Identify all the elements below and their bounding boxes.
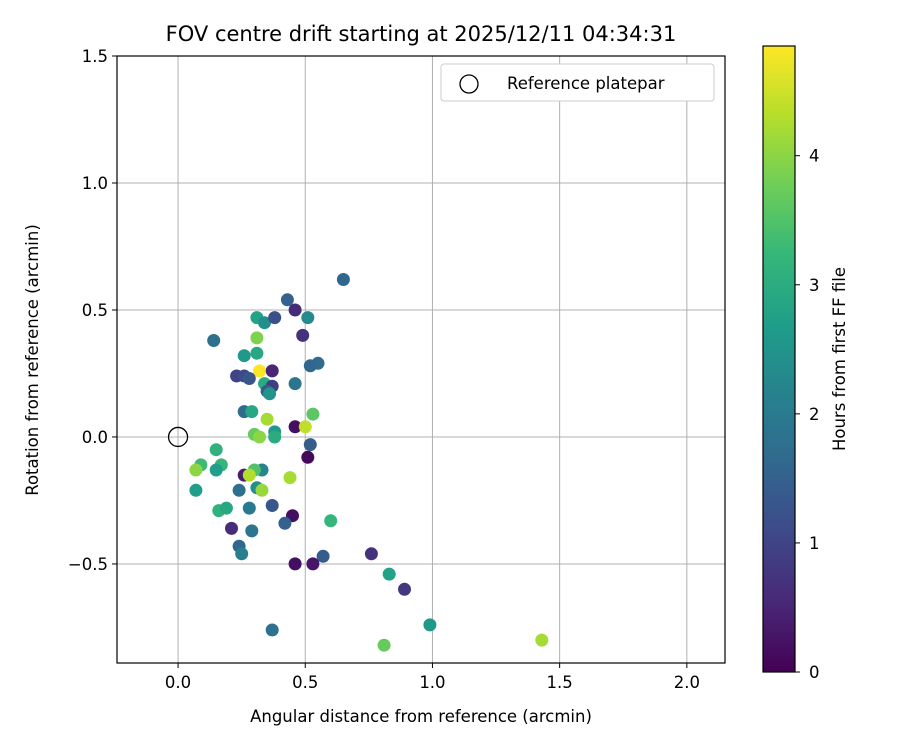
scatter-point bbox=[303, 438, 317, 452]
grid-lines bbox=[117, 55, 725, 663]
scatter-point bbox=[316, 549, 330, 563]
y-tick-label: −0.5 bbox=[68, 555, 108, 574]
x-axis-ticks: 0.0 0.5 1.0 1.5 2.0 bbox=[165, 663, 700, 692]
plot-frame bbox=[116, 55, 726, 664]
colorbar-tick-label: 1 bbox=[809, 534, 820, 553]
y-tick-label: 0.5 bbox=[82, 301, 108, 320]
scatter-point bbox=[253, 430, 266, 444]
y-tick-label: 1.5 bbox=[82, 47, 108, 66]
chart-title: FOV centre drift starting at 2025/12/11 … bbox=[166, 22, 677, 46]
x-tick-label: 0.5 bbox=[292, 673, 318, 692]
scatter-point bbox=[253, 364, 266, 378]
reference-point bbox=[167, 426, 189, 448]
legend: Reference platepar bbox=[440, 63, 715, 102]
scatter-point bbox=[250, 346, 264, 360]
scatter-point bbox=[303, 359, 317, 373]
x-axis-label: Angular distance from reference (arcmin) bbox=[250, 707, 592, 726]
y-tick-label: 0.0 bbox=[82, 428, 108, 447]
scatter-point bbox=[423, 618, 437, 632]
scatter-point bbox=[235, 547, 249, 561]
colorbar-tick-label: 4 bbox=[809, 147, 820, 166]
scatter-point bbox=[296, 328, 310, 342]
scatter-point bbox=[288, 303, 302, 317]
colorbar-ticks: 0 1 2 3 4 bbox=[795, 147, 820, 682]
y-axis-label: Rotation from reference (arcmin) bbox=[23, 224, 42, 496]
scatter-point bbox=[301, 450, 315, 464]
scatter-point bbox=[283, 471, 297, 485]
x-tick-label: 0.0 bbox=[165, 673, 191, 692]
scatter-point bbox=[209, 443, 223, 457]
scatter-point bbox=[301, 311, 315, 325]
legend-marker bbox=[459, 74, 479, 94]
colorbar-tick-label: 0 bbox=[809, 663, 820, 682]
scatter-point bbox=[398, 582, 411, 596]
scatter-point bbox=[263, 387, 277, 401]
scatter-point bbox=[265, 499, 279, 512]
scatter-point bbox=[268, 311, 282, 325]
scatter-point bbox=[324, 514, 338, 528]
scatter-point bbox=[209, 463, 223, 477]
scatter-point bbox=[268, 430, 282, 444]
scatter-point bbox=[364, 547, 378, 561]
scatter-point bbox=[189, 463, 203, 477]
legend-label: Reference platepar bbox=[507, 74, 665, 93]
scatter-point bbox=[258, 316, 271, 330]
scatter-point bbox=[219, 501, 233, 515]
legend-box bbox=[440, 63, 715, 102]
scatter-point bbox=[288, 420, 302, 434]
scatter-point bbox=[232, 483, 246, 497]
scatter-point bbox=[237, 349, 251, 363]
scatter-point bbox=[265, 623, 279, 637]
x-tick-label: 2.0 bbox=[674, 673, 700, 692]
scatter-point bbox=[245, 405, 259, 419]
scatter-point bbox=[189, 483, 203, 497]
x-tick-label: 1.0 bbox=[419, 673, 445, 692]
scatter-point bbox=[535, 633, 549, 647]
colorbar-tick-label: 2 bbox=[809, 405, 820, 424]
scatter-point bbox=[306, 407, 320, 421]
scatter-point bbox=[242, 372, 256, 385]
scatter-point bbox=[377, 638, 391, 652]
scatter-point bbox=[242, 468, 256, 482]
scatter-point bbox=[280, 293, 294, 307]
scatter-point bbox=[288, 377, 302, 391]
scatter-point bbox=[255, 483, 269, 497]
scatter-point bbox=[245, 524, 259, 538]
scatter-point bbox=[278, 516, 292, 530]
colorbar bbox=[762, 45, 796, 673]
scatter-point bbox=[382, 567, 396, 581]
reference-marker bbox=[167, 426, 189, 448]
scatter-point bbox=[336, 273, 350, 286]
scatter-point bbox=[306, 557, 320, 571]
colorbar-tick-label: 3 bbox=[809, 276, 820, 295]
y-tick-label: 1.0 bbox=[82, 174, 108, 193]
colorbar-label: Hours from first FF file bbox=[830, 267, 849, 451]
scatter-points bbox=[189, 273, 549, 652]
scatter-point bbox=[207, 334, 221, 347]
scatter-point bbox=[250, 331, 264, 345]
scatter-point bbox=[242, 501, 256, 515]
scatter-point bbox=[288, 557, 302, 571]
y-axis-ticks: −0.5 0.0 0.5 1.0 1.5 bbox=[68, 47, 117, 574]
x-tick-label: 1.5 bbox=[547, 673, 573, 692]
scatter-point bbox=[225, 521, 238, 535]
scatter-point bbox=[298, 420, 312, 434]
scatter-point bbox=[260, 412, 274, 426]
scatter-point bbox=[265, 364, 279, 378]
